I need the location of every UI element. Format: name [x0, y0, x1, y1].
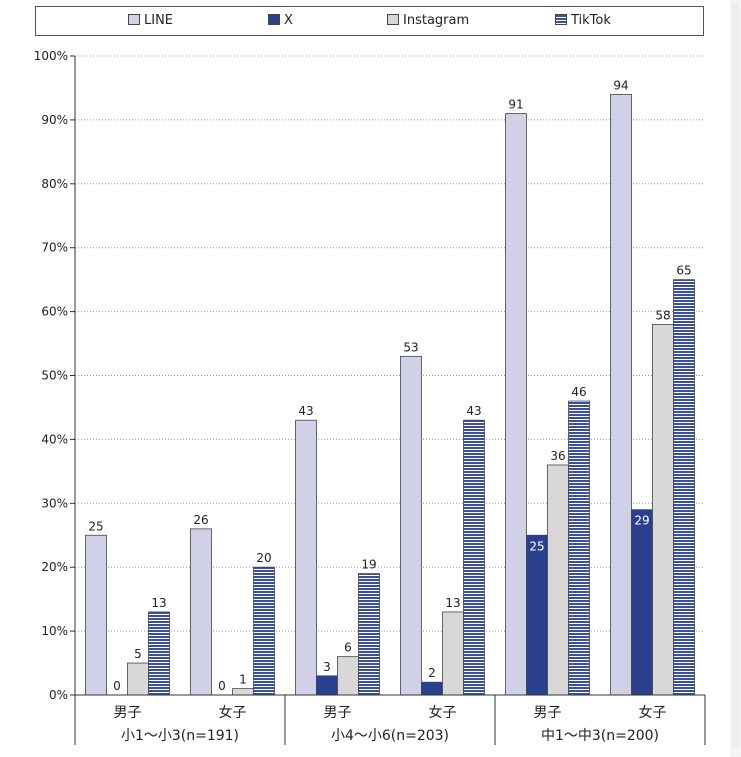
- y-tick-label-80: 80%: [41, 177, 68, 191]
- y-tick-label-40: 40%: [41, 432, 68, 446]
- bar-tiktok-2: [358, 573, 380, 696]
- x-category-label-4: 男子: [534, 705, 562, 721]
- bar-instagram-0: [127, 662, 149, 696]
- axes: 0% 10% 20% 30% 40% 50% 60% 70% 80% 90% 100% 男子 女子小1～…: [34, 49, 706, 745]
- data-label-x-4: 25: [529, 539, 544, 553]
- bar-instagram-5: [652, 323, 674, 696]
- legend-swatch-tiktok: [555, 14, 567, 25]
- data-label-x-3: 2: [428, 666, 436, 680]
- data-label-tiktok-3: 43: [466, 404, 481, 418]
- legend-label-line: LINE: [144, 13, 174, 28]
- chart-legend: LINE X Instagram TikTok: [35, 6, 704, 36]
- scrollbar-thumb[interactable]: [732, 2, 739, 747]
- legend-swatch-instagram: [387, 14, 399, 25]
- y-tick-label-10: 10%: [41, 624, 68, 638]
- bar-x-3: [421, 681, 443, 696]
- y-tick-label-20: 20%: [41, 560, 68, 574]
- y-tick-label-70: 70%: [41, 241, 68, 255]
- x-category-label-2: 男子: [324, 705, 352, 721]
- data-label-tiktok-5: 65: [676, 264, 691, 278]
- data-label-x-0: 0: [113, 679, 121, 693]
- legend-swatch-x: [268, 14, 280, 25]
- data-label-instagram-3: 13: [445, 596, 460, 610]
- bar-x-2: [316, 675, 338, 696]
- data-label-x-2: 3: [323, 660, 331, 674]
- data-label-x-5: 29: [634, 514, 649, 528]
- bar-line-5: [610, 93, 632, 696]
- bar-tiktok-4: [568, 400, 590, 696]
- data-label-tiktok-0: 13: [151, 596, 166, 610]
- bar-line-1: [190, 528, 212, 696]
- legend-label-tiktok: TikTok: [571, 13, 611, 28]
- bar-tiktok-5: [673, 279, 695, 696]
- data-label-line-1: 26: [193, 513, 208, 527]
- bar-instagram-1: [232, 688, 254, 696]
- data-label-line-3: 53: [403, 340, 418, 354]
- legend-item-tiktok: TikTok: [555, 14, 611, 28]
- y-tick-label-60: 60%: [41, 305, 68, 319]
- legend-label-instagram: Instagram: [403, 13, 470, 28]
- y-tick-label-50: 50%: [41, 369, 68, 383]
- data-label-x-1: 0: [218, 679, 226, 693]
- y-tick-label-100: 100%: [34, 49, 68, 63]
- data-label-line-0: 25: [88, 519, 103, 533]
- x-category-label-1: 女子: [219, 704, 247, 721]
- bar-line-3: [400, 355, 422, 696]
- data-label-line-5: 94: [613, 78, 628, 92]
- x-group-label-0: 小1～小3(n=191): [121, 728, 239, 744]
- gridlines: [75, 55, 705, 632]
- legend-item-line: LINE: [128, 14, 173, 28]
- bar-instagram-3: [442, 611, 464, 696]
- bar-line-4: [505, 113, 527, 696]
- y-tick-label-90: 90%: [41, 113, 68, 127]
- data-label-instagram-1: 1: [239, 673, 247, 687]
- data-label-instagram-5: 58: [655, 308, 670, 322]
- bar-tiktok-0: [148, 611, 170, 696]
- vertical-scrollbar[interactable]: [730, 0, 741, 757]
- legend-swatch-line: [128, 14, 140, 25]
- x-category-label-3: 女子: [429, 704, 457, 721]
- bar-tiktok-3: [463, 419, 485, 696]
- bar-x-4: [526, 534, 548, 696]
- x-group-label-2: 中1～中3(n=200): [541, 728, 659, 744]
- y-tick-label-0: 0%: [49, 688, 68, 702]
- legend-label-x: X: [284, 13, 293, 28]
- bars: [85, 93, 695, 696]
- x-category-label-0: 男子: [114, 705, 142, 721]
- legend-item-instagram: Instagram: [387, 14, 469, 28]
- data-label-tiktok-1: 20: [256, 551, 271, 565]
- data-label-tiktok-2: 19: [361, 558, 376, 572]
- x-group-label-1: 小4～小6(n=203): [331, 728, 449, 744]
- data-label-instagram-0: 5: [134, 647, 142, 661]
- data-label-line-4: 91: [508, 98, 523, 112]
- bar-instagram-2: [337, 656, 359, 696]
- bar-x-5: [631, 509, 653, 696]
- data-label-tiktok-4: 46: [571, 385, 586, 399]
- bar-line-2: [295, 419, 317, 696]
- data-label-instagram-4: 36: [550, 449, 565, 463]
- data-label-line-2: 43: [298, 404, 313, 418]
- bar-line-0: [85, 534, 107, 696]
- data-label-instagram-2: 6: [344, 641, 352, 655]
- legend-item-x: X: [268, 14, 293, 28]
- x-category-label-5: 女子: [639, 704, 667, 721]
- y-tick-label-30: 30%: [41, 496, 68, 510]
- bar-tiktok-1: [253, 566, 275, 696]
- bar-instagram-4: [547, 464, 569, 696]
